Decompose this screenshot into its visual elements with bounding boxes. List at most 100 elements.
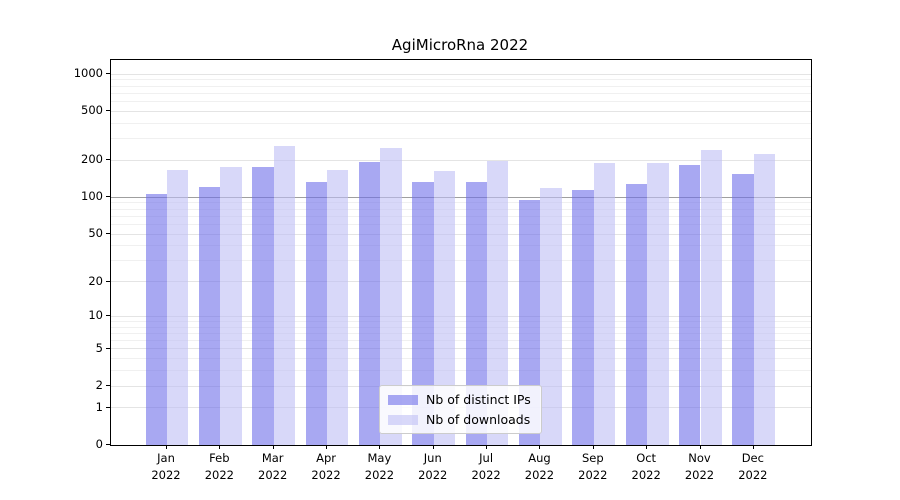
bar-downloads-may <box>380 148 402 445</box>
bar-distinct-ips-mar <box>252 166 274 445</box>
y-tick-mark-1000 <box>106 73 110 75</box>
y-tick-label-100: 100 <box>81 189 103 204</box>
y-tick-mark-20 <box>106 280 110 282</box>
x-tick-label-mar: Mar 2022 <box>258 451 288 482</box>
gridline-3 <box>111 370 811 372</box>
gridline-8 <box>111 326 811 328</box>
bar-downloads-mar <box>273 146 296 445</box>
gridline-5 <box>111 348 811 350</box>
gridline-900 <box>111 79 811 81</box>
x-tick-label-dec: Dec 2022 <box>738 451 768 482</box>
bar-downloads-dec <box>753 153 776 445</box>
gridline-400 <box>111 122 811 124</box>
y-tick-label-0: 0 <box>95 437 103 451</box>
gridline-6 <box>111 340 811 342</box>
x-tick-mark-jan <box>166 445 167 449</box>
bar-downloads-nov <box>700 149 722 445</box>
x-tick-mark-dec <box>752 445 754 449</box>
bar-downloads-jan <box>167 169 189 445</box>
gridline-90 <box>111 202 811 204</box>
chart-title: AgiMicroRna 2022 <box>391 36 529 54</box>
x-tick-mark-mar <box>272 445 274 449</box>
y-tick-mark-0 <box>106 444 110 445</box>
x-tick-mark-sep <box>592 445 594 449</box>
y-tick-label-1: 1 <box>95 399 103 414</box>
x-tick-label-apr: Apr 2022 <box>311 451 341 482</box>
bar-distinct-ips-dec <box>732 174 754 445</box>
x-tick-mark-apr <box>326 445 328 449</box>
y-tick-mark-200 <box>106 159 110 161</box>
gridline-1000 <box>111 73 811 75</box>
y-tick-label-2: 2 <box>95 378 103 393</box>
gridline-30 <box>111 260 811 262</box>
y-tick-label-200: 200 <box>81 152 103 167</box>
x-tick-mark-oct <box>646 445 648 449</box>
x-tick-mark-jun <box>432 445 434 449</box>
bar-distinct-ips-jan <box>145 193 167 445</box>
x-tick-label-feb: Feb 2022 <box>204 451 234 482</box>
gridline-80 <box>111 208 811 210</box>
bar-downloads-sep <box>593 163 616 445</box>
y-tick-mark-500 <box>106 110 110 112</box>
gridline-9 <box>111 320 811 322</box>
bar-distinct-ips-feb <box>198 186 221 445</box>
y-tick-mark-5 <box>106 347 110 349</box>
legend-item-downloads: Nb of downloads <box>388 412 531 427</box>
gridline-7 <box>111 332 811 334</box>
legend-swatch-distinct-ips <box>388 394 418 405</box>
bar-downloads-feb <box>220 166 242 445</box>
bar-distinct-ips-apr <box>305 182 328 445</box>
legend-item-distinct-ips: Nb of distinct IPs <box>388 392 531 407</box>
x-tick-label-aug: Aug 2022 <box>524 451 555 482</box>
gridline-700 <box>111 92 811 94</box>
gridline-600 <box>111 101 811 103</box>
x-tick-mark-nov <box>699 445 701 449</box>
gridline-70 <box>111 215 811 217</box>
x-tick-mark-feb <box>219 445 221 449</box>
y-tick-label-500: 500 <box>81 103 103 118</box>
gridline-300 <box>111 138 811 140</box>
gridline-500 <box>111 110 811 112</box>
gridline-20 <box>111 281 811 283</box>
y-tick-mark-1 <box>106 406 110 408</box>
legend-label-distinct-ips: Nb of distinct IPs <box>426 392 531 407</box>
bar-distinct-ips-nov <box>679 165 701 445</box>
y-tick-label-5: 5 <box>95 340 103 355</box>
y-tick-mark-10 <box>106 315 110 317</box>
x-tick-mark-aug <box>539 445 541 449</box>
x-tick-label-nov: Nov 2022 <box>684 451 715 482</box>
bar-downloads-jul <box>487 161 509 445</box>
y-tick-mark-50 <box>106 233 110 235</box>
x-tick-label-sep: Sep 2022 <box>578 451 608 482</box>
y-tick-label-10: 10 <box>88 308 103 323</box>
legend-swatch-downloads <box>388 414 418 425</box>
x-tick-label-jul: Jul 2022 <box>471 451 501 482</box>
bar-distinct-ips-jul <box>465 181 488 445</box>
plot-area: Nb of distinct IPs Nb of downloads <box>110 59 812 446</box>
bar-downloads-aug <box>540 188 562 445</box>
x-tick-label-jun: Jun 2022 <box>418 451 448 482</box>
y-tick-label-50: 50 <box>88 226 103 241</box>
bar-distinct-ips-sep <box>572 190 594 445</box>
bar-downloads-jun <box>433 170 456 445</box>
x-tick-mark-jul <box>486 445 488 449</box>
legend-label-downloads: Nb of downloads <box>426 412 531 427</box>
gridline-800 <box>111 85 811 87</box>
y-tick-label-1000: 1000 <box>73 66 103 81</box>
gridline-10 <box>111 315 811 317</box>
bar-distinct-ips-jun <box>412 181 434 445</box>
y-tick-mark-2 <box>106 385 110 387</box>
bar-distinct-ips-may <box>359 161 381 445</box>
bar-distinct-ips-aug <box>519 199 541 445</box>
gridline-100 <box>111 196 811 198</box>
x-tick-label-may: May 2022 <box>364 451 395 482</box>
y-tick-label-20: 20 <box>88 273 103 288</box>
x-tick-label-oct: Oct 2022 <box>631 451 661 482</box>
gridline-50 <box>111 233 811 235</box>
gridline-4 <box>111 358 811 360</box>
gridline-200 <box>111 159 811 161</box>
legend: Nb of distinct IPs Nb of downloads <box>379 385 542 434</box>
bar-distinct-ips-oct <box>625 183 648 445</box>
bar-downloads-apr <box>327 169 349 445</box>
